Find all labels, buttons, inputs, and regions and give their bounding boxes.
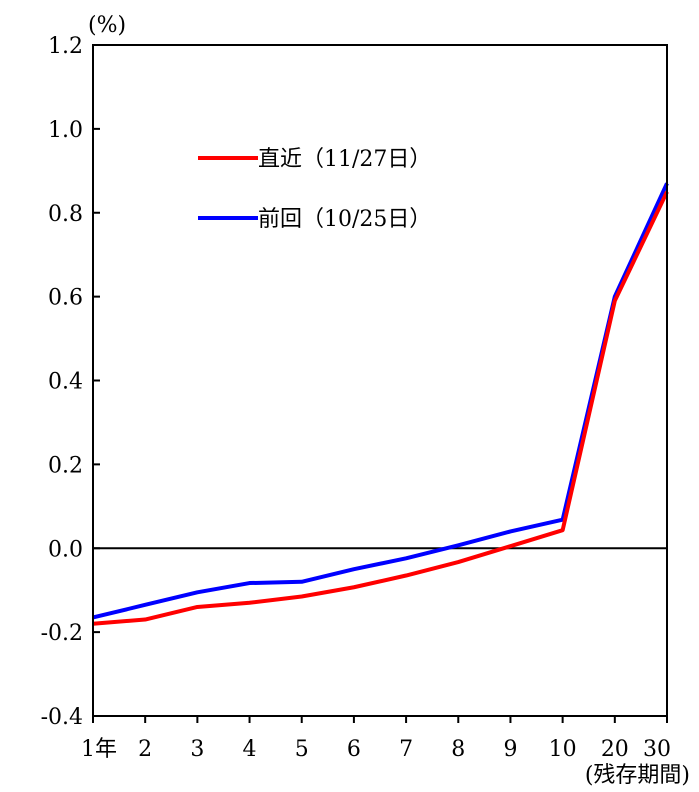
- y-tick-label: 0.6: [48, 286, 83, 311]
- y-tick-label: 0.4: [48, 370, 83, 395]
- x-tick-label: 4: [243, 737, 257, 762]
- y-tick-label: -0.4: [41, 705, 83, 730]
- y-tick-label: 0.2: [48, 453, 83, 478]
- legend: 直近（11/27日） 前回（10/25日）: [198, 147, 431, 232]
- x-tick-label: 3: [190, 737, 204, 762]
- x-tick-label: 2: [138, 737, 152, 762]
- y-tick-label: 1.2: [48, 34, 83, 59]
- x-tick-label: 5: [295, 737, 309, 762]
- x-tick-label: 9: [503, 737, 517, 762]
- x-tick-label: 1年: [81, 737, 117, 762]
- y-axis-ticks: 1.2 1.0 0.8 0.6 0.4 0.2 0.0 -0.2 -0.4: [41, 34, 100, 730]
- y-tick-label: 1.0: [48, 118, 83, 143]
- x-tick-label: 30: [643, 737, 671, 762]
- y-tick-label: 0.0: [48, 537, 83, 562]
- x-tick-label: 6: [347, 737, 361, 762]
- x-tick-label: 8: [451, 737, 465, 762]
- y-tick-label: -0.2: [41, 621, 83, 646]
- y-tick-label: 0.8: [48, 202, 83, 227]
- x-tick-label: 20: [601, 737, 629, 762]
- legend-label: 前回（10/25日）: [258, 207, 431, 232]
- x-tick-label: 10: [549, 737, 577, 762]
- series-line: [92, 190, 669, 626]
- unit-label: (%): [88, 13, 126, 38]
- x-tick-label: 7: [399, 737, 413, 762]
- legend-label: 直近（11/27日）: [258, 147, 431, 172]
- x-axis-ticks: 1年 2 3 4 5 6 7 8 9 10 20 30: [81, 716, 671, 762]
- series-line: [92, 182, 669, 620]
- plot-area-frame: [92, 44, 668, 717]
- x-axis-label: (残存期間): [585, 763, 690, 788]
- series-lines: [92, 182, 669, 626]
